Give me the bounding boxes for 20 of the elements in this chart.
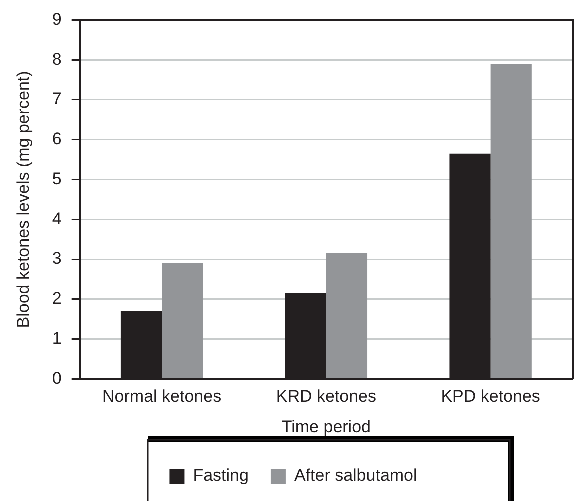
y-tick-label: 9: [52, 10, 62, 29]
y-axis-title: Blood ketones levels (mg percent): [14, 71, 33, 328]
y-tick-label: 4: [52, 209, 62, 228]
y-tick-label: 6: [52, 130, 62, 149]
y-tick-label: 3: [52, 249, 62, 268]
x-axis-title: Time period: [282, 417, 371, 436]
y-tick-label: 0: [52, 368, 62, 388]
bar: [162, 264, 204, 378]
legend-label: Fasting: [193, 466, 249, 486]
y-tick-label: 7: [52, 90, 62, 109]
bar: [326, 254, 368, 378]
bar: [490, 64, 532, 378]
y-tick-label: 1: [52, 329, 62, 348]
x-tick-label: KPD ketones: [441, 387, 540, 406]
x-tick-label: KRD ketones: [276, 387, 377, 406]
y-tick-label: 2: [52, 289, 62, 308]
legend-label: After salbutamol: [294, 466, 418, 486]
x-tick-label: Normal ketones: [102, 387, 222, 406]
y-tick-label: 5: [52, 169, 62, 188]
y-tick-label: 8: [52, 50, 62, 69]
